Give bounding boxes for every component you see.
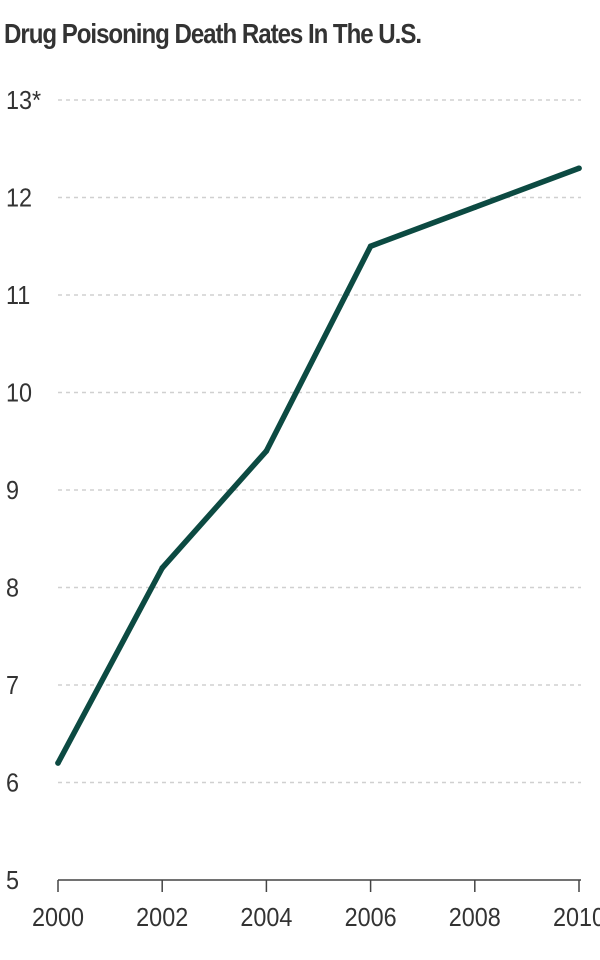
series: [55, 165, 582, 766]
y-tick-label: 9: [6, 477, 19, 505]
x-tick-label: 2008: [449, 904, 501, 932]
y-tick-label: 13*: [6, 87, 41, 115]
x-tick-label: 2006: [345, 904, 397, 932]
y-tick-label: 8: [6, 574, 19, 602]
y-tick-label: 10: [6, 379, 32, 407]
x-tick-label: 2004: [240, 904, 292, 932]
y-tick-label: 6: [6, 769, 19, 797]
y-tick-label: 11: [6, 282, 30, 310]
x-tick-label: 2002: [136, 904, 188, 932]
data-point: [576, 165, 582, 172]
x-tick-label: 2010: [553, 904, 600, 932]
chart-title: Drug Poisoning Death Rates In The U.S.: [4, 18, 422, 49]
axes: 5 6 7 8 9 10 11 12 13* 2000 2002 2004 2006 2008 2010: [6, 87, 600, 932]
x-tick-label: 2000: [32, 904, 84, 932]
y-tick-label: 7: [6, 672, 19, 700]
data-point: [55, 760, 61, 766]
data-point: [367, 243, 374, 250]
data-point: [159, 565, 165, 571]
series-line: [55, 165, 582, 766]
y-tick-label: 5: [6, 867, 19, 895]
y-tick-label: 12: [6, 184, 32, 212]
gridlines: [58, 99, 581, 784]
data-point: [263, 448, 270, 454]
data-point: [472, 204, 478, 211]
